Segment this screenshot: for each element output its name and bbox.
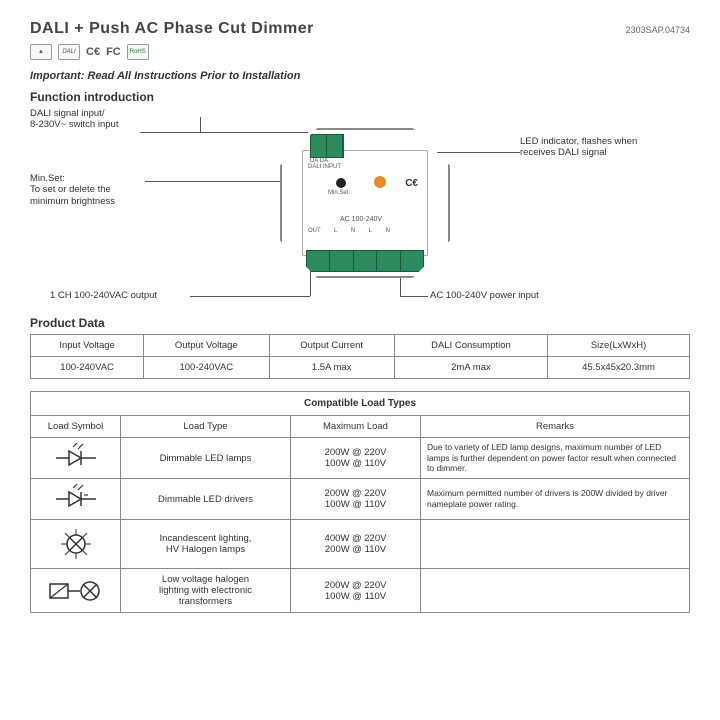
symbol-led-lamp (31, 438, 121, 479)
tuv-icon: ▲ (30, 44, 52, 60)
compat-table: Compatible Load Types Load Symbol Load T… (30, 391, 690, 613)
callout-power: AC 100-240V power input (430, 290, 539, 301)
pd-c2: 1.5A max (269, 357, 394, 379)
pd-h4: Size(LxWxH) (548, 335, 690, 357)
page-title: DALI + Push AC Phase Cut Dimmer (30, 20, 314, 38)
ct-r2-rem (421, 520, 690, 569)
rohs-icon: RoHS (127, 44, 149, 60)
ct-r1-type: Dimmable LED drivers (121, 479, 291, 520)
ct-r1-rem: Maximum permitted number of drivers is 2… (421, 479, 690, 520)
ct-h0: Load Symbol (31, 416, 121, 438)
important-text: Important: Read All Instructions Prior t… (30, 70, 300, 82)
callout-dali-input: DALI signal input/ 8-230V~ switch input (30, 108, 170, 131)
pd-c0: 100-240VAC (31, 357, 144, 379)
out-label: OUT (308, 228, 321, 234)
device-diagram: DALI signal input/ 8-230V~ switch input … (30, 108, 690, 308)
ct-r0-type: Dimmable LED lamps (121, 438, 291, 479)
pd-h0: Input Voltage (31, 335, 144, 357)
callout-output: 1 CH 100-240VAC output (50, 290, 157, 301)
ct-r3-max: 200W @ 220V 100W @ 110V (291, 569, 421, 613)
pd-c4: 45.5x45x20.3mm (548, 357, 690, 379)
ct-r2-max: 400W @ 220V 200W @ 110V (291, 520, 421, 569)
function-intro-heading: Function introduction (30, 90, 690, 104)
ct-r2-type: Incandescent lighting, HV Halogen lamps (121, 520, 291, 569)
compat-title: Compatible Load Types (31, 392, 690, 416)
important-note: Important: Read All Instructions Prior t… (30, 70, 690, 82)
minset-button (336, 178, 346, 188)
led-indicator (374, 176, 386, 188)
ct-r3-type: Low voltage halogen lighting with electr… (121, 569, 291, 613)
device-body: DA DA DALI INPUT Min.Set C€ AC 100-240V … (280, 128, 450, 278)
symbol-led-driver (31, 479, 121, 520)
symbol-lv-halogen (31, 569, 121, 613)
ct-r1-max: 200W @ 220V 100W @ 110V (291, 479, 421, 520)
bottom-terminal (306, 250, 424, 272)
pd-h3: DALI Consumption (394, 335, 547, 357)
cert-icons-row: ▲ DALI C€ FC RoHS (30, 44, 690, 60)
product-data-table: Input Voltage Output Voltage Output Curr… (30, 334, 690, 379)
ce-icon: C€ (86, 44, 100, 60)
ct-r0-max: 200W @ 220V 100W @ 110V (291, 438, 421, 479)
top-terminal (310, 134, 344, 158)
dali-input-label: DALI INPUT (308, 164, 341, 170)
callout-minset: Min.Set: To set or delete the minimum br… (30, 173, 160, 207)
lnln-label: L N L N (334, 228, 396, 234)
symbol-incandescent (31, 520, 121, 569)
dali-icon: DALI (58, 44, 80, 60)
product-data-heading: Product Data (30, 316, 690, 330)
pd-h2: Output Current (269, 335, 394, 357)
pd-h1: Output Voltage (144, 335, 269, 357)
ct-h1: Load Type (121, 416, 291, 438)
ct-h2: Maximum Load (291, 416, 421, 438)
doc-number: 2303SAP.04734 (626, 25, 690, 35)
ce-on-device: C€ (405, 178, 418, 189)
ac-label: AC 100-240V (340, 216, 382, 223)
ct-h3: Remarks (421, 416, 690, 438)
fc-icon: FC (106, 44, 121, 60)
ct-r0-rem: Due to variety of LED lamp designs, maxi… (421, 438, 690, 479)
callout-led: LED indicator, flashes when receives DAL… (520, 136, 690, 159)
pd-c1: 100-240VAC (144, 357, 269, 379)
ct-r3-rem (421, 569, 690, 613)
pd-c3: 2mA max (394, 357, 547, 379)
minset-label: Min.Set (328, 190, 348, 196)
